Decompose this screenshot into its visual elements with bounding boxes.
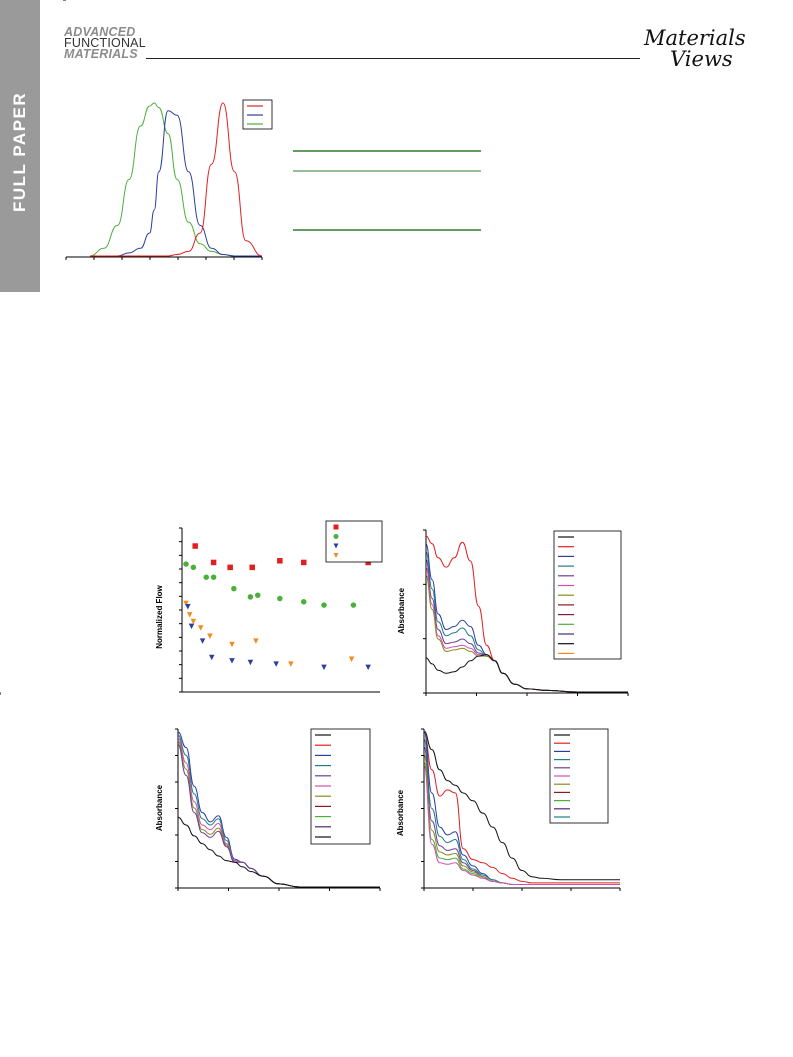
data-point-blue (273, 661, 279, 667)
legend-box (325, 520, 383, 563)
data-point-green (247, 594, 254, 600)
series-line-black (425, 654, 628, 693)
data-point-orange (183, 600, 189, 607)
legend-box (310, 728, 371, 845)
data-point-green (277, 595, 283, 602)
data-point-blue (365, 664, 371, 671)
legend-marker (333, 524, 339, 530)
journal-logo: ADVANCED FUNCTIONAL MATERIALS (64, 25, 146, 61)
series-line-magenta (177, 737, 380, 888)
series-line-olive (423, 753, 620, 885)
legend-box (549, 728, 609, 824)
legend-marker (333, 534, 339, 539)
data-point-green (210, 574, 217, 580)
data-point-orange (207, 633, 213, 639)
series-line-teal (425, 551, 628, 693)
data-point-red (365, 559, 371, 566)
data-point-green (321, 602, 327, 608)
publisher-logo: Materials Views (644, 28, 746, 70)
data-point-blue (188, 623, 195, 630)
publisher-logo-word-1: Materials (644, 26, 746, 50)
journal-logo-line-1: ADVANCED (64, 25, 136, 39)
data-point-red (301, 559, 307, 566)
series-line-blue (177, 731, 380, 888)
series-line-purple (423, 746, 620, 885)
y-axis-label: Absorbance (397, 587, 406, 634)
legend-marker (333, 543, 339, 549)
series-line-blue (425, 543, 628, 693)
series-line-purple (425, 558, 628, 693)
series-line-green (89, 102, 262, 257)
series-line-green (423, 761, 620, 885)
data-point-red (210, 559, 217, 566)
series-line-teal (177, 734, 380, 888)
data-point-blue (209, 654, 215, 661)
series-line-blue (89, 110, 262, 257)
data-point-orange (197, 625, 204, 631)
y-axis-label: Absorbance (396, 789, 405, 836)
data-point-blue (185, 603, 191, 610)
series-line-blue (423, 730, 620, 885)
data-point-blue (321, 664, 327, 671)
data-point-blue (229, 658, 235, 664)
data-point-green (231, 585, 237, 592)
series-line-teal (423, 738, 620, 885)
series-line-magenta (425, 566, 628, 693)
journal-logo-line-3: MATERIALS (64, 47, 138, 61)
series-line-red (425, 535, 628, 693)
section-label: FULL PAPER (10, 91, 29, 212)
series-line-red (423, 730, 620, 884)
data-point-orange (348, 656, 355, 662)
data-point-red (277, 558, 283, 564)
data-point-green (190, 564, 197, 571)
data-point-red (192, 543, 198, 549)
data-point-red (227, 564, 233, 571)
data-point-blue (199, 638, 206, 644)
legend-marker (333, 553, 339, 558)
section-sidebar: FULL PAPER (0, 0, 40, 292)
data-point-green (301, 599, 307, 605)
legend-box (242, 99, 273, 130)
publisher-logo-word-2: Views (670, 47, 733, 71)
series-line-olive (177, 740, 380, 888)
series-line-olive (425, 574, 628, 693)
series-line-red (89, 102, 263, 257)
data-point-red (249, 564, 255, 571)
data-point-green (183, 561, 189, 567)
series-line-purple (177, 743, 380, 888)
legend-box (553, 530, 622, 660)
data-point-green (255, 592, 261, 598)
y-axis-label: Absorbance (155, 784, 164, 831)
series-line-black (177, 816, 380, 888)
series-line-magenta (423, 764, 620, 885)
data-point-blue (247, 659, 254, 666)
data-point-orange (186, 612, 193, 618)
data-point-orange (253, 638, 259, 644)
data-point-green (203, 574, 209, 580)
journal-logo-line-2: FUNCTIONAL (64, 36, 146, 50)
data-point-orange (288, 661, 294, 667)
data-point-green (350, 602, 357, 608)
header-rule (146, 58, 640, 59)
series-line-black (423, 730, 620, 881)
data-point-orange (229, 641, 235, 648)
y-axis-label: Normalized Flow (155, 584, 164, 648)
data-point-orange (190, 618, 197, 625)
